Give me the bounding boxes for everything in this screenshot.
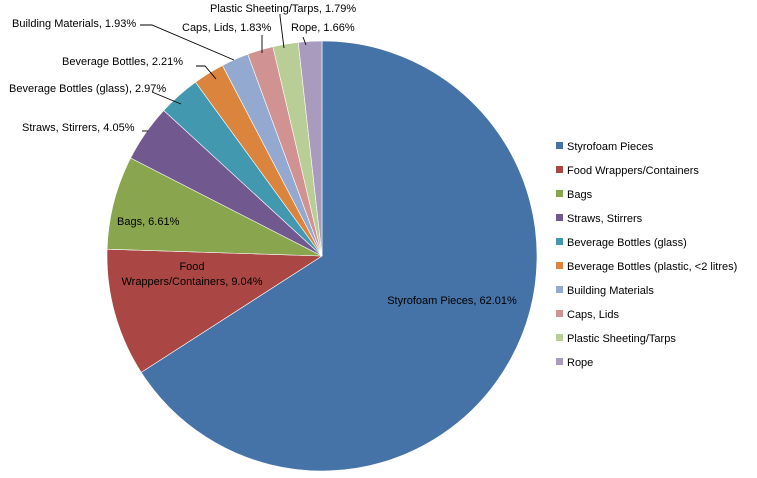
legend-label: Straws, Stirrers: [567, 213, 643, 225]
data-label-building-materials: Building Materials, 1.93%: [12, 18, 136, 30]
legend-swatch: [556, 262, 563, 269]
legend-label: Rope: [567, 357, 593, 369]
data-label-bags: Bags, 6.61%: [117, 216, 180, 228]
legend-label: Beverage Bottles (plastic, <2 litres): [567, 261, 737, 273]
legend-swatch: [556, 334, 563, 341]
legend-item-food-wrappers-containers: Food Wrappers/Containers: [556, 165, 699, 177]
data-label-plastic-sheeting-tarps: Plastic Sheeting/Tarps, 1.79%: [210, 3, 356, 15]
data-label-beverage-bottles-plastic-2-litres: Beverage Bottles, 2.21%: [62, 56, 183, 68]
legend-label: Food Wrappers/Containers: [567, 165, 699, 177]
legend-item-caps-lids: Caps, Lids: [556, 309, 619, 321]
legend-label: Building Materials: [567, 285, 654, 297]
legend-swatch: [556, 286, 563, 293]
legend-item-building-materials: Building Materials: [556, 285, 654, 297]
data-labels: Styrofoam Pieces, 62.01% Food Wrappers/Con…: [9, 3, 517, 307]
pie-slice-food-wrappers-containers: [106, 248, 323, 373]
leader-line-rope: [302, 36, 307, 46]
legend: Styrofoam Pieces Food Wrappers/Containers…: [556, 141, 737, 369]
legend-item-plastic-sheeting-tarps: Plastic Sheeting/Tarps: [556, 333, 676, 345]
legend-item-rope: Rope: [556, 357, 593, 369]
legend-label: Bags: [567, 189, 593, 201]
data-label-styrofoam-pieces: Styrofoam Pieces, 62.01%: [387, 295, 517, 307]
data-label-food-wrappers-containers: Food Wrappers/Containers, 9.04%: [121, 261, 262, 288]
pie-slices: [106, 40, 538, 472]
legend-label: Beverage Bottles (glass): [567, 237, 687, 249]
leader-line-plastic-sheeting-tarps: [279, 14, 285, 49]
legend-item-beverage-bottles-glass: Beverage Bottles (glass): [556, 237, 687, 249]
legend-label: Caps, Lids: [567, 309, 619, 321]
data-label-beverage-bottles-glass: Beverage Bottles (glass), 2.97%: [9, 83, 166, 95]
legend-swatch: [556, 166, 563, 173]
legend-item-bags: Bags: [556, 189, 593, 201]
leader-line-building-materials: [140, 24, 235, 61]
leader-line-beverage-bottles-glass: [151, 91, 182, 105]
data-label-caps-lids: Caps, Lids, 1.83%: [182, 22, 271, 34]
legend-swatch: [556, 214, 563, 221]
data-label-straws-stirrers: Straws, Stirrers, 4.05%: [22, 122, 135, 134]
label-leader-lines: [140, 14, 307, 132]
legend-item-beverage-bottles-plastic-2-litres: Beverage Bottles (plastic, <2 litres): [556, 261, 737, 273]
legend-swatch: [556, 142, 563, 149]
legend-swatch: [556, 238, 563, 245]
legend-swatch: [556, 358, 563, 365]
legend-swatch: [556, 310, 563, 317]
data-label-rope: Rope, 1.66%: [291, 22, 355, 34]
leader-line-beverage-bottles-plastic-2-litres: [196, 65, 217, 80]
legend-swatch: [556, 190, 563, 197]
legend-item-straws-stirrers: Straws, Stirrers: [556, 213, 643, 225]
legend-label: Styrofoam Pieces: [567, 141, 654, 153]
pie-slice-rope: [297, 40, 323, 257]
pie-slice-styrofoam-pieces: [140, 40, 538, 472]
legend-label: Plastic Sheeting/Tarps: [567, 333, 676, 345]
legend-item-styrofoam-pieces: Styrofoam Pieces: [556, 141, 654, 153]
